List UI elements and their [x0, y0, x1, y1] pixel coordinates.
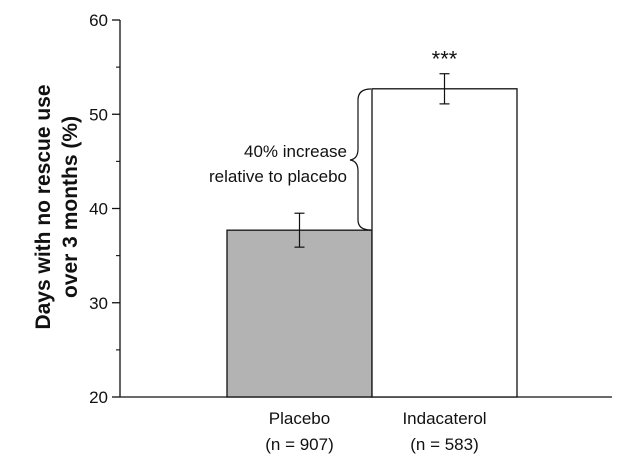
bar-placebo [226, 229, 373, 398]
annotation-line-1: 40% increase [244, 142, 347, 161]
error-bars [294, 73, 450, 248]
y-tick-label: 60 [89, 11, 108, 30]
labels: 20 30 40 50 60 Placebo (n = 907) Indacaterol (n … [89, 11, 486, 454]
x-category-label: Indacaterol [402, 409, 486, 428]
y-tick-label: 30 [89, 294, 108, 313]
bars [226, 88, 518, 398]
x-category-sublabel: (n = 583) [410, 435, 479, 454]
annotation-line-2: relative to placebo [209, 167, 347, 186]
x-category-sublabel: (n = 907) [265, 435, 334, 454]
x-category-label: Placebo [269, 409, 330, 428]
y-tick-label: 20 [89, 388, 108, 407]
increase-brace [349, 88, 372, 231]
bar-indacaterol [371, 88, 518, 398]
y-axis-title-line-2: over 3 months (%) [59, 116, 82, 298]
y-tick-label: 40 [89, 200, 108, 219]
y-axis-title-line-1: Days with no rescue use [32, 84, 55, 329]
y-tick-label: 50 [89, 105, 108, 124]
significance-marker: *** [432, 47, 458, 72]
